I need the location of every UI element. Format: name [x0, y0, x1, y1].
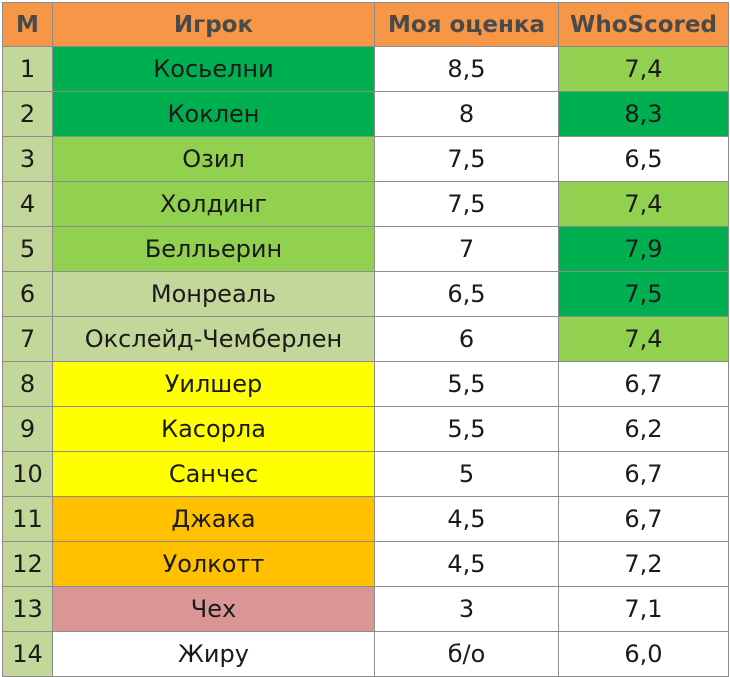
table-row: 14 Жиру б/о 6,0 [2, 631, 729, 677]
table-row: 8 Уилшер 5,5 6,7 [2, 361, 729, 407]
my-rating: 6,5 [374, 271, 559, 317]
player-name: Санчес [52, 451, 375, 497]
player-name: Белльерин [52, 226, 375, 272]
row-number: 6 [2, 271, 53, 317]
my-rating: 4,5 [374, 496, 559, 542]
whoscored-rating: 6,7 [558, 361, 729, 407]
player-name: Озил [52, 136, 375, 182]
table-row: 9 Касорла 5,5 6,2 [2, 406, 729, 452]
my-rating: 7 [374, 226, 559, 272]
row-number: 8 [2, 361, 53, 407]
header-player: Игрок [52, 2, 375, 47]
my-rating: 5,5 [374, 406, 559, 452]
table-body: 1 Косьелни 8,5 7,4 2 Коклен 8 8,3 3 Озил 7,5 6,5 4 Хо… [2, 46, 729, 677]
row-number: 1 [2, 46, 53, 92]
row-number: 7 [2, 316, 53, 362]
player-name: Монреаль [52, 271, 375, 317]
row-number: 13 [2, 586, 53, 632]
my-rating: 7,5 [374, 136, 559, 182]
whoscored-rating: 6,7 [558, 451, 729, 497]
whoscored-rating: 7,4 [558, 46, 729, 92]
player-name: Косьелни [52, 46, 375, 92]
player-name: Окслейд-Чемберлен [52, 316, 375, 362]
table-row: 10 Санчес 5 6,7 [2, 451, 729, 497]
table-row: 1 Косьелни 8,5 7,4 [2, 46, 729, 92]
whoscored-rating: 7,2 [558, 541, 729, 587]
my-rating: 3 [374, 586, 559, 632]
whoscored-rating: 7,4 [558, 181, 729, 227]
table-row: 4 Холдинг 7,5 7,4 [2, 181, 729, 227]
player-name: Холдинг [52, 181, 375, 227]
player-name: Джака [52, 496, 375, 542]
my-rating: 8 [374, 91, 559, 137]
table-row: 5 Белльерин 7 7,9 [2, 226, 729, 272]
player-name: Коклен [52, 91, 375, 137]
whoscored-rating: 6,5 [558, 136, 729, 182]
table-row: 2 Коклен 8 8,3 [2, 91, 729, 137]
row-number: 5 [2, 226, 53, 272]
row-number: 9 [2, 406, 53, 452]
whoscored-rating: 7,9 [558, 226, 729, 272]
row-number: 3 [2, 136, 53, 182]
whoscored-rating: 7,5 [558, 271, 729, 317]
whoscored-rating: 8,3 [558, 91, 729, 137]
row-number: 12 [2, 541, 53, 587]
header-my-rating: Моя оценка [374, 2, 559, 47]
row-number: 2 [2, 91, 53, 137]
table-row: 6 Монреаль 6,5 7,5 [2, 271, 729, 317]
my-rating: 4,5 [374, 541, 559, 587]
whoscored-rating: 7,1 [558, 586, 729, 632]
table-row: 11 Джака 4,5 6,7 [2, 496, 729, 542]
row-number: 11 [2, 496, 53, 542]
my-rating: 8,5 [374, 46, 559, 92]
header-num: М [2, 2, 53, 47]
player-name: Уолкотт [52, 541, 375, 587]
player-name: Уилшер [52, 361, 375, 407]
my-rating: 7,5 [374, 181, 559, 227]
whoscored-rating: 6,2 [558, 406, 729, 452]
whoscored-rating: 7,4 [558, 316, 729, 362]
row-number: 4 [2, 181, 53, 227]
table-row: 7 Окслейд-Чемберлен 6 7,4 [2, 316, 729, 362]
header-row: М Игрок Моя оценка WhoScored [2, 2, 729, 47]
player-name: Жиру [52, 631, 375, 677]
whoscored-rating: 6,7 [558, 496, 729, 542]
table-row: 3 Озил 7,5 6,5 [2, 136, 729, 182]
whoscored-rating: 6,0 [558, 631, 729, 677]
player-name: Чех [52, 586, 375, 632]
row-number: 10 [2, 451, 53, 497]
table-row: 12 Уолкотт 4,5 7,2 [2, 541, 729, 587]
my-rating: 6 [374, 316, 559, 362]
table-header: М Игрок Моя оценка WhoScored [2, 2, 729, 47]
row-number: 14 [2, 631, 53, 677]
header-whoscored: WhoScored [558, 2, 729, 47]
my-rating: 5 [374, 451, 559, 497]
my-rating: 5,5 [374, 361, 559, 407]
player-name: Касорла [52, 406, 375, 452]
table-row: 13 Чех 3 7,1 [2, 586, 729, 632]
